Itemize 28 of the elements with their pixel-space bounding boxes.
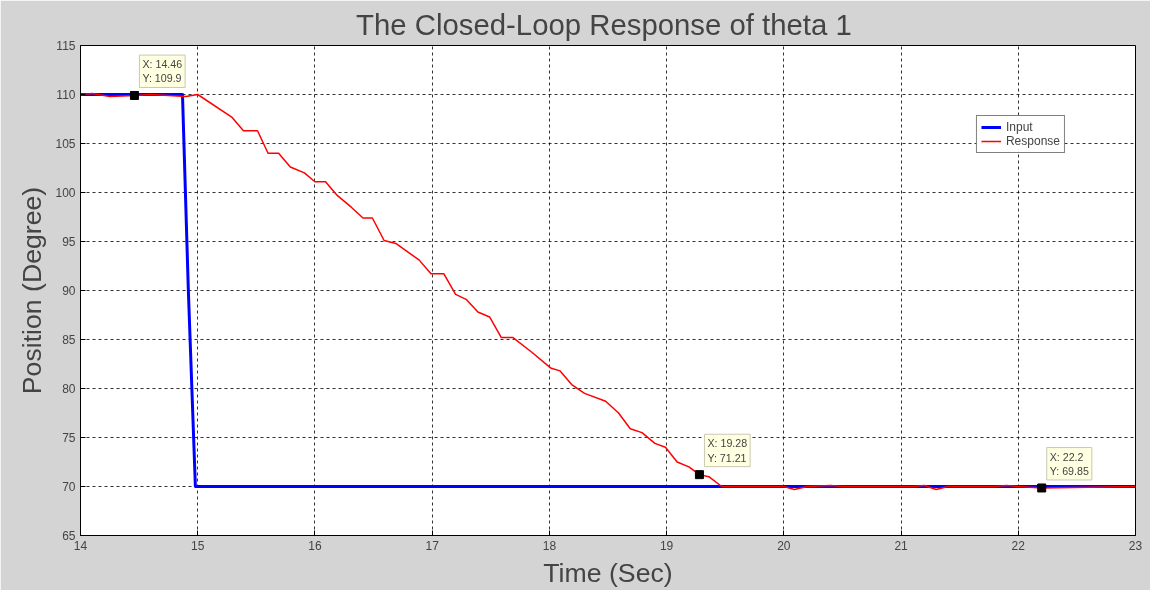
y-tick-label: 70 [62, 480, 76, 494]
y-tick-label: 90 [62, 284, 76, 298]
x-tick-label: 20 [777, 538, 791, 553]
x-tick-label: 16 [308, 538, 322, 553]
y-tick-label: 80 [62, 382, 76, 396]
annotation: X: 14.46 Y: 109.9 [142, 58, 183, 85]
y-axis-title: Position (Degree) [17, 186, 48, 395]
legend-label: Response [1005, 134, 1060, 148]
x-tick-label: 23 [1128, 538, 1143, 553]
x-tick-label: 17 [425, 538, 440, 553]
annotation: X: 19.28 Y: 71.21 [707, 437, 748, 464]
x-tick-label: 21 [894, 538, 909, 553]
x-tick-label: 18 [542, 538, 557, 553]
y-tick-label: 65 [62, 529, 76, 543]
annotation: X: 22.2 Y: 69.85 [1049, 450, 1089, 477]
legend-label: Input [1005, 120, 1033, 134]
chart-title: The Closed-Loop Response of theta 1 [356, 7, 852, 41]
y-tick-label: 95 [62, 235, 76, 249]
y-tick-label: 110 [56, 88, 76, 102]
y-tick-label: 85 [62, 333, 76, 347]
x-tick-label: 19 [659, 538, 674, 553]
y-tick-label: 100 [55, 186, 76, 200]
x-axis-title: Time (Sec) [543, 557, 673, 588]
y-tick-label: 75 [62, 431, 76, 445]
y-tick-label: 115 [56, 39, 76, 53]
y-tick-label: 105 [55, 137, 76, 151]
x-tick-label: 22 [1011, 538, 1026, 553]
x-tick-label: 15 [191, 538, 205, 553]
